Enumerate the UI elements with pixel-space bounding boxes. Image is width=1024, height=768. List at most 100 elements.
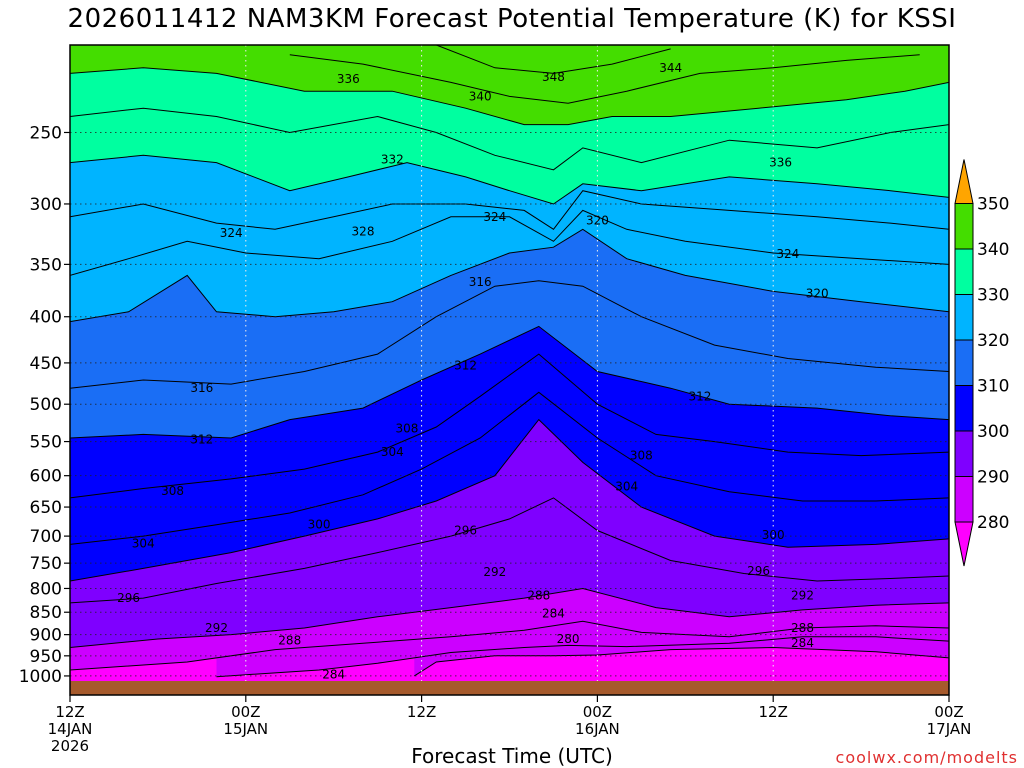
colorbar: 280 290 300 310 320 330 340 350 — [954, 159, 1009, 567]
isentrope-line-332 — [70, 154, 949, 205]
x-tick-label: 2026 — [51, 737, 89, 755]
contour-label: 320 — [806, 287, 829, 301]
isentrope-line-328 — [70, 190, 949, 230]
x-tick-label: 15JAN — [223, 720, 268, 738]
contour-label: 348 — [542, 70, 565, 84]
colorbar-segment — [954, 385, 974, 432]
x-axis-title: Forecast Time (UTC) — [411, 744, 613, 768]
contour-label: 312 — [454, 359, 477, 373]
x-tick-label: 12Z — [407, 703, 436, 721]
isentrope-line-300 — [70, 418, 949, 582]
y-tick-label: 400 — [30, 308, 62, 328]
contour-label: 312 — [190, 432, 213, 446]
ground-strip — [70, 681, 949, 695]
contour-label: 316 — [469, 275, 492, 289]
contour-label: 332 — [381, 153, 404, 167]
y-tick-label: 500 — [30, 395, 62, 415]
colorbar-label: 280 — [977, 513, 1009, 533]
isentrope-line-312 — [70, 325, 949, 439]
colorbar-segment — [954, 476, 974, 523]
colorbar-arrow-high — [954, 159, 974, 204]
contour-label: 280 — [557, 632, 580, 646]
contour-label: 292 — [205, 621, 228, 635]
isentrope-line-340 — [70, 67, 949, 126]
contour-label: 312 — [688, 389, 711, 403]
colorbar-label: 310 — [977, 377, 1009, 397]
contour-label: 328 — [352, 225, 375, 239]
colorbar-label: 290 — [977, 468, 1009, 488]
contour-label: 304 — [381, 445, 404, 459]
contour-label: 292 — [791, 589, 814, 603]
isentrope-line-308 — [70, 353, 949, 499]
y-tick-label: 700 — [30, 527, 62, 547]
y-tick-label: 300 — [30, 195, 62, 215]
x-tick-label: 17JAN — [927, 720, 972, 738]
contour-label: 296 — [454, 523, 477, 537]
grid-lines — [70, 45, 949, 681]
contour-label: 308 — [161, 484, 184, 498]
y-tick-label: 900 — [30, 626, 62, 646]
contour-label: 308 — [630, 449, 653, 463]
plot-frame — [69, 44, 950, 696]
contour-label: 316 — [190, 381, 213, 395]
contour-label: 300 — [762, 528, 785, 542]
x-tick-label: 12Z — [759, 703, 788, 721]
credit-text: coolwx.com/modelts — [835, 748, 1018, 767]
y-tick-label: 250 — [30, 123, 62, 143]
contour-label: 324 — [776, 247, 799, 261]
contour-label: 288 — [791, 621, 814, 635]
y-tick-label: 850 — [30, 603, 62, 623]
colorbar-segment — [954, 248, 974, 295]
y-tick-label: 800 — [30, 579, 62, 599]
y-axis: 250 300 350 400 450 500 550 600 650 700 750 800 850 9… — [19, 123, 70, 687]
contour-label: 284 — [791, 636, 814, 650]
colorbar-label: 350 — [977, 195, 1009, 215]
x-tick-label: 00Z — [231, 703, 260, 721]
x-tick-label: 00Z — [583, 703, 612, 721]
contour-label: 344 — [659, 61, 682, 75]
contour-label: 308 — [395, 422, 418, 436]
x-tick-label: 00Z — [934, 703, 963, 721]
y-tick-label: 750 — [30, 554, 62, 574]
colorbar-arrow-low — [954, 521, 974, 567]
isentrope-line-344 — [289, 54, 920, 104]
contour-label: 304 — [132, 536, 155, 550]
x-tick-label: 12Z — [55, 703, 84, 721]
isentrope-line-348 — [436, 45, 671, 74]
isentrope-line-304 — [70, 391, 949, 545]
isentrope-line-296 — [70, 497, 949, 604]
x-tick-label: 14JAN — [48, 720, 93, 738]
contour-label: 284 — [542, 607, 565, 621]
contour-label: 288 — [527, 589, 550, 603]
x-tick-label: 16JAN — [575, 720, 620, 738]
y-tick-label: 550 — [30, 433, 62, 453]
colorbar-segment — [954, 430, 974, 477]
y-tick-label: 650 — [30, 498, 62, 518]
isentrope-line-336 — [70, 107, 949, 171]
contour-label: 304 — [615, 480, 638, 494]
isentrope-line-324 — [70, 209, 949, 276]
band-fill-348 — [436, 45, 671, 74]
contour-label: 296 — [117, 591, 140, 605]
y-tick-label: 950 — [30, 647, 62, 667]
contour-labels: 336 340 348 344 332 336 324 328 324 320 324 320 316 3… — [117, 61, 829, 681]
colorbar-label: 340 — [977, 240, 1009, 260]
y-tick-label: 350 — [30, 255, 62, 275]
colorbar-label: 320 — [977, 331, 1009, 351]
colorbar-segment — [954, 294, 974, 341]
contour-label: 340 — [469, 89, 492, 103]
colorbar-label: 330 — [977, 286, 1009, 306]
isentrope-line-284 — [216, 636, 949, 678]
colorbar-label: 300 — [977, 422, 1009, 442]
band-fill-344 — [289, 45, 920, 104]
contour-label: 296 — [747, 564, 770, 578]
chart-title: 2026011412 NAM3KM Forecast Potential Tem… — [67, 4, 957, 34]
contour-label: 292 — [483, 565, 506, 579]
colorbar-segment — [954, 203, 974, 250]
y-tick-label: 450 — [30, 354, 62, 374]
colorbar-segment — [954, 339, 974, 386]
isentrope-fill-bands — [70, 45, 949, 681]
y-tick-label: 1000 — [19, 667, 62, 687]
